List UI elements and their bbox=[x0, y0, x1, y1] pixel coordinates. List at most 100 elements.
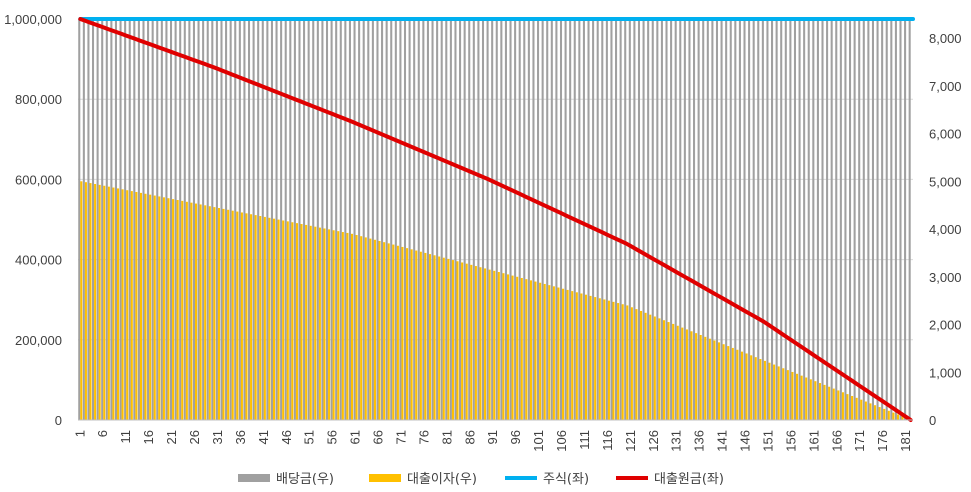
bar-dividend bbox=[803, 19, 806, 420]
y-right-tick-label: 3,000 bbox=[929, 270, 962, 285]
bar-dividend bbox=[587, 19, 590, 420]
bar-interest bbox=[754, 357, 757, 420]
bar-interest bbox=[185, 201, 188, 420]
bar-interest bbox=[896, 414, 900, 420]
bar-dividend bbox=[564, 19, 567, 420]
bar-dividend bbox=[362, 19, 365, 420]
legend-item[interactable]: 배당금(우) bbox=[238, 472, 334, 487]
bar-dividend bbox=[816, 19, 819, 420]
x-tick-label: 21 bbox=[164, 430, 179, 444]
bar-interest bbox=[360, 236, 363, 420]
bar-interest bbox=[116, 188, 120, 420]
bar-interest bbox=[167, 198, 170, 420]
bar-dividend bbox=[876, 19, 879, 420]
bar-interest bbox=[621, 304, 624, 420]
bar-interest bbox=[589, 295, 592, 420]
bar-interest bbox=[704, 336, 707, 420]
bar-interest bbox=[846, 394, 849, 420]
legend-item[interactable]: 주식(좌) bbox=[505, 472, 589, 487]
bar-dividend bbox=[729, 19, 732, 420]
bar-dividend bbox=[445, 19, 448, 420]
bar-interest bbox=[493, 270, 496, 420]
bar-interest bbox=[103, 185, 106, 420]
bar-dividend bbox=[665, 19, 668, 420]
bar-interest bbox=[250, 214, 253, 420]
bar-interest bbox=[126, 190, 129, 420]
x-tick-label: 116 bbox=[600, 430, 615, 451]
bar-interest bbox=[823, 384, 826, 420]
bar-interest bbox=[690, 331, 693, 420]
bar-interest bbox=[796, 373, 799, 420]
bar-dividend bbox=[133, 19, 136, 420]
y-right-tick-label: 4,000 bbox=[929, 222, 962, 237]
bar-interest bbox=[199, 204, 202, 420]
bar-dividend bbox=[885, 19, 888, 420]
legend[interactable]: 배당금(우) 대출이자(우) 주식(좌) 대출원금(좌) bbox=[238, 472, 724, 487]
bar-interest bbox=[548, 285, 551, 420]
x-tick-label: 66 bbox=[371, 430, 386, 444]
bar-dividend bbox=[160, 19, 163, 420]
bar-interest bbox=[350, 233, 354, 420]
bar-dividend bbox=[431, 19, 434, 420]
bar-interest bbox=[488, 269, 491, 420]
bar-interest bbox=[571, 291, 574, 420]
y-left-tick-label: 200,000 bbox=[15, 333, 62, 348]
bar-dividend bbox=[381, 19, 384, 420]
bar-interest bbox=[777, 366, 780, 420]
bar-interest bbox=[520, 277, 523, 420]
legend-item[interactable]: 대출이자(우) bbox=[369, 472, 477, 487]
bar-dividend bbox=[615, 19, 618, 420]
bar-interest bbox=[328, 229, 331, 420]
bar-dividend bbox=[101, 19, 104, 420]
bar-interest bbox=[901, 416, 904, 420]
x-tick-label: 176 bbox=[875, 430, 890, 452]
bar-dividend bbox=[491, 19, 494, 420]
bar-dividend bbox=[284, 19, 287, 420]
bar-interest bbox=[653, 316, 656, 420]
legend-label: 배당금(우) bbox=[276, 472, 334, 487]
bar-interest bbox=[277, 219, 280, 420]
bar-dividend bbox=[807, 19, 810, 420]
bar-interest bbox=[672, 323, 675, 420]
bar-dividend bbox=[523, 19, 526, 420]
bar-dividend bbox=[651, 19, 654, 420]
bar-dividend bbox=[532, 19, 535, 420]
bar-dividend bbox=[179, 19, 182, 420]
bar-interest bbox=[465, 263, 468, 420]
bar-dividend bbox=[298, 19, 301, 420]
bar-interest bbox=[676, 325, 679, 420]
x-tick-label: 36 bbox=[233, 430, 248, 444]
bar-dividend bbox=[486, 19, 489, 420]
bar-dividend bbox=[238, 19, 241, 420]
bar-dividend bbox=[257, 19, 260, 420]
legend-item[interactable]: 대출원금(좌) bbox=[616, 472, 724, 487]
bar-interest bbox=[695, 333, 698, 420]
bar-interest bbox=[837, 390, 840, 420]
bar-dividend bbox=[394, 19, 397, 420]
bar-dividend bbox=[660, 19, 663, 420]
bar-interest bbox=[809, 379, 812, 420]
bar-dividend bbox=[215, 19, 218, 420]
bar-dividend bbox=[734, 19, 737, 420]
bar-dividend bbox=[376, 19, 379, 420]
bar-dividend bbox=[202, 19, 205, 420]
x-tick-label: 71 bbox=[393, 430, 408, 444]
legend-label: 주식(좌) bbox=[543, 472, 589, 487]
bar-interest bbox=[685, 329, 688, 420]
x-tick-label: 76 bbox=[416, 430, 431, 444]
bar-interest bbox=[406, 248, 409, 420]
bar-dividend bbox=[848, 19, 852, 420]
bar-dividend bbox=[683, 19, 686, 420]
bar-dividend bbox=[555, 19, 558, 420]
bar-interest bbox=[263, 216, 266, 420]
bar-dividend bbox=[96, 19, 99, 420]
x-tick-label: 181 bbox=[898, 430, 913, 452]
bar-interest bbox=[580, 293, 583, 420]
bar-dividend bbox=[385, 19, 388, 420]
x-tick-label: 91 bbox=[485, 430, 500, 444]
x-tick-label: 121 bbox=[623, 430, 638, 452]
bar-interest bbox=[727, 346, 730, 420]
bar-interest bbox=[112, 187, 115, 420]
bar-dividend bbox=[408, 19, 411, 420]
bar-interest bbox=[818, 383, 822, 420]
